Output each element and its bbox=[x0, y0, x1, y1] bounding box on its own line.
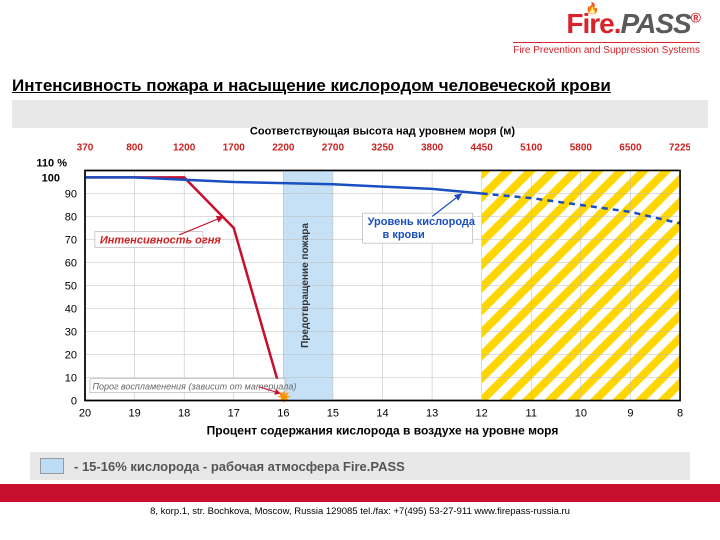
svg-text:17: 17 bbox=[228, 408, 240, 420]
svg-text:19: 19 bbox=[128, 408, 140, 420]
svg-text:5800: 5800 bbox=[570, 143, 593, 154]
svg-text:80: 80 bbox=[65, 212, 77, 224]
legend-swatch bbox=[40, 458, 64, 474]
logo-registered: ® bbox=[691, 10, 700, 26]
svg-text:Предотвращение пожара: Предотвращение пожара bbox=[300, 223, 311, 348]
svg-text:9: 9 bbox=[627, 408, 633, 420]
svg-text:в крови: в крови bbox=[383, 229, 425, 241]
main-chart: Соответствующая высота над уровнем моря … bbox=[30, 110, 690, 470]
svg-text:Порог воспламенения (зависит о: Порог воспламенения (зависит от материал… bbox=[92, 382, 296, 392]
svg-text:8: 8 bbox=[677, 408, 683, 420]
svg-text:2700: 2700 bbox=[322, 143, 345, 154]
svg-text:90: 90 bbox=[65, 189, 77, 201]
legend-text: - 15-16% кислорода - рабочая атмосфера F… bbox=[74, 459, 405, 474]
svg-text:20: 20 bbox=[65, 350, 77, 362]
svg-text:2200: 2200 bbox=[272, 143, 295, 154]
logo-pass-text: PASS bbox=[621, 8, 691, 39]
svg-text:1700: 1700 bbox=[223, 143, 246, 154]
svg-text:18: 18 bbox=[178, 408, 190, 420]
svg-text:Соответствующая высота над уро: Соответствующая высота над уровнем моря … bbox=[250, 126, 515, 138]
svg-text:50: 50 bbox=[65, 281, 77, 293]
logo-brand: Fire.PASS® bbox=[513, 8, 700, 40]
svg-text:3800: 3800 bbox=[421, 143, 444, 154]
logo-tagline: Fire Prevention and Suppression Systems bbox=[513, 42, 700, 56]
svg-text:11: 11 bbox=[526, 408, 537, 420]
svg-text:13: 13 bbox=[426, 408, 438, 420]
svg-text:Уровень кислорода: Уровень кислорода bbox=[368, 216, 476, 228]
svg-text:110 %: 110 % bbox=[36, 158, 67, 170]
page-title: Интенсивность пожара и насыщение кислоро… bbox=[12, 76, 708, 96]
svg-text:12: 12 bbox=[476, 408, 488, 420]
svg-text:800: 800 bbox=[126, 143, 143, 154]
svg-text:4450: 4450 bbox=[471, 143, 494, 154]
svg-text:100: 100 bbox=[42, 172, 60, 184]
logo: Fire.PASS® Fire Prevention and Suppressi… bbox=[513, 8, 700, 56]
svg-text:7225: 7225 bbox=[669, 143, 690, 154]
svg-text:3250: 3250 bbox=[371, 143, 394, 154]
svg-text:0: 0 bbox=[71, 396, 77, 408]
svg-text:Интенсивность огня: Интенсивность огня bbox=[100, 235, 222, 247]
svg-text:✷: ✷ bbox=[277, 390, 290, 407]
chart-svg: Соответствующая высота над уровнем моря … bbox=[30, 110, 690, 470]
svg-text:Процент содержания кислорода в: Процент содержания кислорода в воздухе н… bbox=[207, 424, 559, 438]
logo-fire-text: Fire. bbox=[566, 8, 620, 39]
svg-text:16: 16 bbox=[277, 408, 289, 420]
svg-text:30: 30 bbox=[65, 327, 77, 339]
svg-text:6500: 6500 bbox=[619, 143, 642, 154]
svg-text:10: 10 bbox=[65, 373, 77, 385]
svg-text:14: 14 bbox=[376, 408, 388, 420]
svg-text:20: 20 bbox=[79, 408, 91, 420]
svg-text:1200: 1200 bbox=[173, 143, 196, 154]
svg-text:370: 370 bbox=[77, 143, 94, 154]
footer-red-bar bbox=[0, 484, 720, 502]
svg-text:40: 40 bbox=[65, 304, 77, 316]
legend: - 15-16% кислорода - рабочая атмосфера F… bbox=[30, 452, 690, 480]
footer-text: 8, korp.1, str. Bochkova, Moscow, Russia… bbox=[0, 506, 720, 517]
svg-text:60: 60 bbox=[65, 258, 77, 270]
svg-text:10: 10 bbox=[575, 408, 587, 420]
svg-text:15: 15 bbox=[327, 408, 339, 420]
svg-text:5100: 5100 bbox=[520, 143, 543, 154]
svg-text:70: 70 bbox=[65, 235, 77, 247]
